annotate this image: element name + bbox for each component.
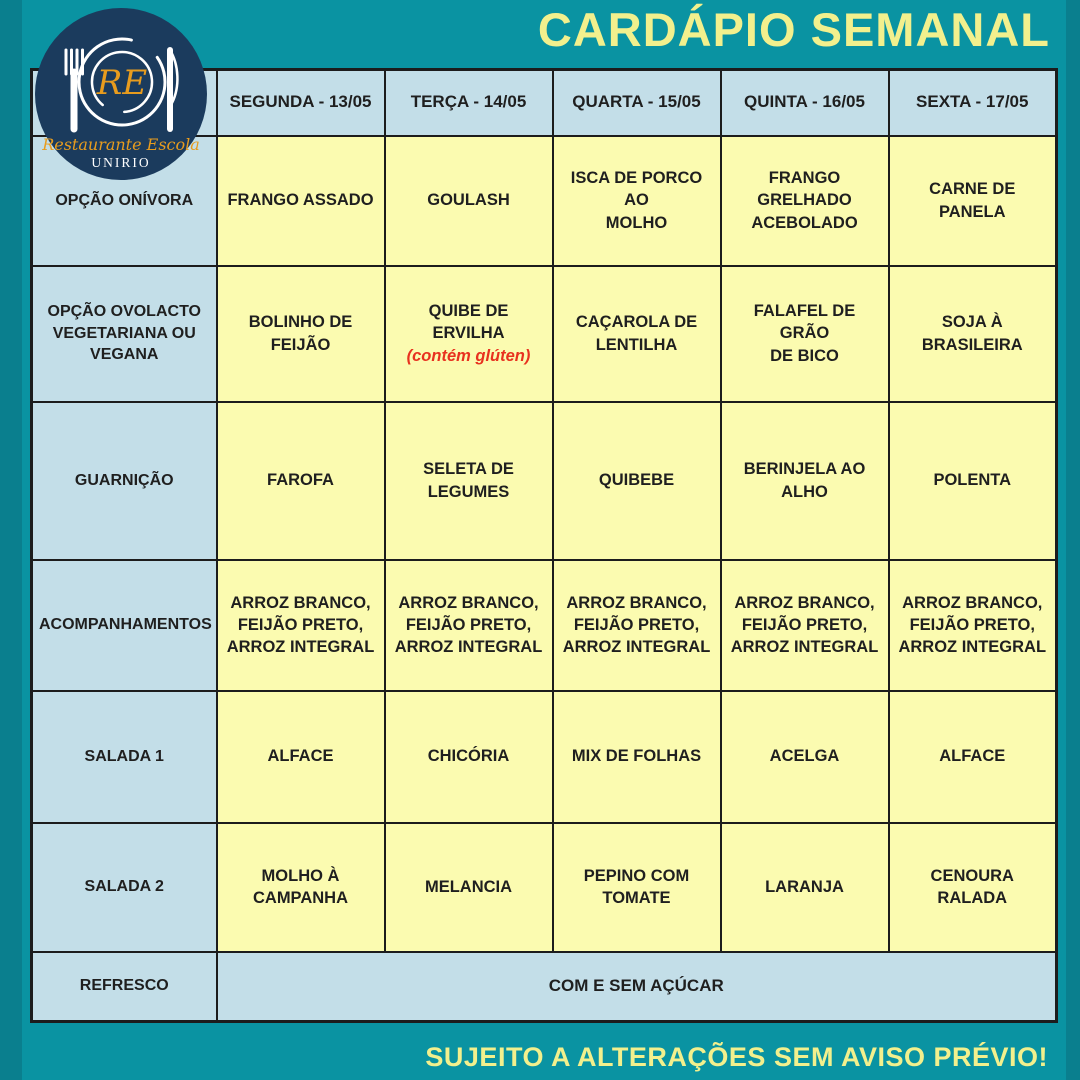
menu-cell: MELANCIA — [383, 821, 554, 953]
menu-cell: CARNE DE PANELA — [887, 134, 1058, 267]
table-row-refresco: REFRESCO COM E SEM AÇÚCAR — [30, 950, 1058, 1023]
row-label-salada2: SALADA 2 — [30, 821, 218, 953]
menu-item-text: QUIBE DE ERVILHA — [428, 302, 509, 343]
menu-cell: ISCA DE PORCO AO MOLHO — [551, 134, 722, 267]
menu-cell: CHICÓRIA — [383, 689, 554, 824]
row-label-acompanhamentos: ACOMPANHAMENTOS — [30, 558, 218, 692]
menu-cell: QUIBEBE — [551, 400, 722, 561]
menu-cell: POLENTA — [887, 400, 1058, 561]
logo-name: Restaurante Escola — [41, 135, 200, 154]
menu-cell: SOJA À BRASILEIRA — [887, 264, 1058, 403]
logo-monogram: RE — [96, 63, 148, 103]
menu-cell: FRANGO GRELHADO ACEBOLADO — [719, 134, 890, 267]
menu-cell: ARROZ BRANCO, FEIJÃO PRETO, ARROZ INTEGR… — [551, 558, 722, 692]
menu-cell: SELETA DE LEGUMES — [383, 400, 554, 561]
footer-note: SUJEITO A ALTERAÇÕES SEM AVISO PRÉVIO! — [425, 1042, 1048, 1072]
refresco-merged-cell: COM E SEM AÇÚCAR — [215, 950, 1058, 1023]
row-label-guarnicao: GUARNIÇÃO — [30, 400, 218, 561]
menu-cell: ALFACE — [887, 689, 1058, 824]
logo-org: UNIRIO — [91, 155, 150, 170]
menu-table: SEGUNDA - 13/05 TERÇA - 14/05 QUARTA - 1… — [30, 68, 1058, 1023]
day-header-quinta: QUINTA - 16/05 — [719, 68, 890, 137]
menu-cell: MOLHO À CAMPANHA — [215, 821, 386, 953]
menu-cell: FRANGO ASSADO — [215, 134, 386, 267]
menu-cell: MIX DE FOLHAS — [551, 689, 722, 824]
allergen-note: (contém glúten) — [406, 346, 531, 365]
day-header-terca: TERÇA - 14/05 — [383, 68, 554, 137]
table-row-guarnicao: GUARNIÇÃO FAROFA SELETA DE LEGUMES QUIBE… — [30, 400, 1058, 561]
day-header-segunda: SEGUNDA - 13/05 — [215, 68, 386, 137]
plate-inner-icon — [90, 50, 154, 114]
row-label-ovolacto: OPÇÃO OVOLACTO VEGETARIANA OU VEGANA — [30, 264, 218, 403]
menu-cell: FALAFEL DE GRÃO DE BICO — [719, 264, 890, 403]
page-title: CARDÁPIO SEMANAL — [537, 3, 1050, 56]
menu-cell: ARROZ BRANCO, FEIJÃO PRETO, ARROZ INTEGR… — [719, 558, 890, 692]
menu-cell: GOULASH — [383, 134, 554, 267]
restaurant-logo: RE Restaurante Escola UNIRIO — [35, 8, 207, 180]
row-label-salada1: SALADA 1 — [30, 689, 218, 824]
menu-cell: ACELGA — [719, 689, 890, 824]
day-header-quarta: QUARTA - 15/05 — [551, 68, 722, 137]
menu-cell: CAÇAROLA DE LENTILHA — [551, 264, 722, 403]
menu-cell: PEPINO COM TOMATE — [551, 821, 722, 953]
table-row-ovolacto: OPÇÃO OVOLACTO VEGETARIANA OU VEGANA BOL… — [30, 264, 1058, 403]
right-edge-band — [1066, 0, 1080, 1080]
table-row-onivora: OPÇÃO ONÍVORA FRANGO ASSADO GOULASH ISCA… — [30, 134, 1058, 267]
plate-outer-icon — [77, 37, 167, 127]
table-row-acompanhamentos: ACOMPANHAMENTOS ARROZ BRANCO, FEIJÃO PRE… — [30, 558, 1058, 692]
menu-cell: FAROFA — [215, 400, 386, 561]
menu-cell: ARROZ BRANCO, FEIJÃO PRETO, ARROZ INTEGR… — [887, 558, 1058, 692]
menu-cell-with-allergen: QUIBE DE ERVILHA (contém glúten) — [383, 264, 554, 403]
menu-cell: ALFACE — [215, 689, 386, 824]
menu-cell: CENOURA RALADA — [887, 821, 1058, 953]
table-row-salada1: SALADA 1 ALFACE CHICÓRIA MIX DE FOLHAS A… — [30, 689, 1058, 824]
row-label-refresco: REFRESCO — [30, 950, 218, 1023]
knife-icon — [167, 47, 179, 132]
menu-cell: BOLINHO DE FEIJÃO — [215, 264, 386, 403]
left-edge-band — [0, 0, 22, 1080]
menu-cell: LARANJA — [719, 821, 890, 953]
menu-cell: BERINJELA AO ALHO — [719, 400, 890, 561]
logo-graphic: RE Restaurante Escola UNIRIO — [35, 8, 207, 180]
menu-cell: ARROZ BRANCO, FEIJÃO PRETO, ARROZ INTEGR… — [383, 558, 554, 692]
fork-icon — [64, 48, 84, 133]
menu-cell: ARROZ BRANCO, FEIJÃO PRETO, ARROZ INTEGR… — [215, 558, 386, 692]
day-header-sexta: SEXTA - 17/05 — [887, 68, 1058, 137]
table-row-salada2: SALADA 2 MOLHO À CAMPANHA MELANCIA PEPIN… — [30, 821, 1058, 953]
